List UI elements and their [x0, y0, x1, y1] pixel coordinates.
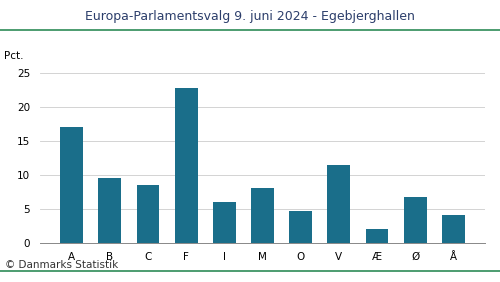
- Bar: [328, 165, 350, 243]
- Bar: [136, 185, 160, 243]
- Bar: [442, 215, 465, 243]
- Text: Pct.: Pct.: [4, 52, 24, 61]
- Bar: [60, 127, 83, 243]
- Bar: [174, 88, 198, 243]
- Text: © Danmarks Statistik: © Danmarks Statistik: [5, 260, 118, 270]
- Bar: [251, 188, 274, 243]
- Bar: [366, 229, 388, 243]
- Bar: [289, 211, 312, 243]
- Bar: [98, 178, 122, 243]
- Text: Europa-Parlamentsvalg 9. juni 2024 - Egebjerghallen: Europa-Parlamentsvalg 9. juni 2024 - Ege…: [85, 10, 415, 23]
- Bar: [213, 202, 236, 243]
- Bar: [404, 197, 426, 243]
